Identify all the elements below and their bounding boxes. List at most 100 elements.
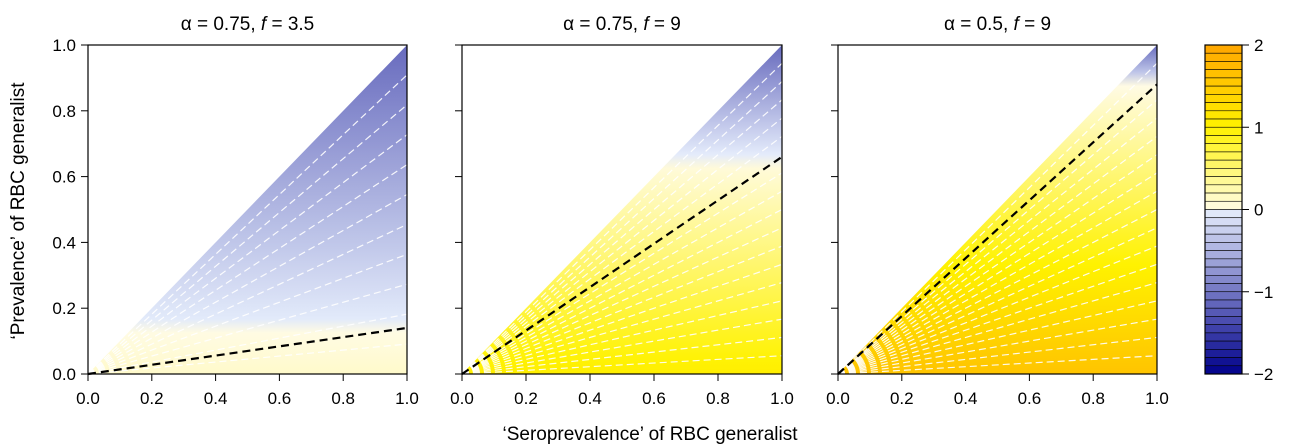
contour-line [462, 172, 782, 374]
contour-line [838, 172, 1157, 374]
colorbar-band [1204, 274, 1243, 284]
contour-line [462, 355, 782, 374]
contour-line [462, 99, 782, 374]
x-tick-label: 0.8 [1081, 389, 1105, 408]
contour-line [838, 208, 1157, 374]
title-alpha: = 0.75, [192, 14, 261, 35]
plot-frame [837, 44, 1158, 375]
colorbar-band [1204, 69, 1243, 79]
contour-line [88, 253, 407, 374]
colorbar: 2 1 0 −2 −1 [1204, 36, 1273, 384]
colorbar-tick-label: −2 [1254, 365, 1273, 384]
colorbar-band [1204, 209, 1243, 219]
colorbar-band [1204, 159, 1243, 169]
title-alpha-sym: α [944, 14, 955, 35]
y-axis-label: ‘Prevalence’ of RBC generalist [8, 82, 29, 340]
contour-line [838, 336, 1157, 374]
colorbar-band [1204, 340, 1243, 350]
contour-line [88, 313, 407, 374]
colorbar-band [1204, 283, 1243, 293]
contour-line [462, 227, 782, 374]
title-alpha-sym: α [181, 14, 192, 35]
x-tick-label: 0.6 [1018, 389, 1042, 408]
title-f-sym: f [643, 14, 650, 35]
contour-line [838, 282, 1157, 374]
zero-contour-line [87, 326, 408, 376]
title-f: = 9 [649, 14, 681, 35]
colorbar-band [1204, 316, 1243, 325]
contour-line [88, 343, 407, 374]
y-tick-label: 0.8 [52, 102, 76, 121]
contour-line [88, 104, 407, 374]
contour-line [462, 81, 782, 374]
colorbar-band [1204, 143, 1243, 153]
heatmap-region [88, 45, 407, 374]
y-tick-label: 0.0 [52, 365, 76, 384]
contour-line [88, 283, 407, 374]
x-tick-label: 0.2 [890, 389, 914, 408]
x-tick-label: 0.0 [450, 389, 474, 408]
colorbar-band [1204, 233, 1243, 243]
plot-frame [461, 44, 783, 375]
contour-lines [88, 74, 407, 374]
x-tick-label: 0.0 [76, 389, 100, 408]
x-tick-label: 1.0 [770, 389, 794, 408]
colorbar-band [1204, 52, 1243, 62]
contour-line [838, 62, 1157, 374]
x-tick-label: 0.4 [578, 389, 602, 408]
colorbar-band [1204, 176, 1243, 186]
colorbar-band [1204, 184, 1243, 194]
contour-line [462, 245, 782, 374]
contour-line [462, 336, 782, 374]
contour-line [462, 190, 782, 374]
colorbar-band [1204, 307, 1243, 317]
colorbar-band [1204, 118, 1243, 128]
colorbar-band [1204, 258, 1243, 268]
title-alpha-sym: α [563, 14, 574, 35]
y-tick-label: 0.4 [52, 233, 76, 252]
contour-line [462, 208, 782, 374]
x-tick-label: 0.2 [514, 389, 538, 408]
contour-line [838, 227, 1157, 374]
x-tick-label: 0.0 [826, 389, 850, 408]
contour-line [88, 164, 407, 374]
colorbar-band [1204, 200, 1243, 210]
colorbar-tick-label: 2 [1254, 36, 1263, 55]
zero-contour-line [837, 83, 1158, 375]
heatmap-region [838, 45, 1157, 374]
contour-line [838, 117, 1157, 374]
contour-line [88, 74, 407, 374]
panel-1: α = 0.75, f = 3.5 0.0 0.2 0.4 0.6 0.8 1.0 0.0 0.… [52, 14, 418, 408]
contour-line [838, 318, 1157, 374]
contour-line [462, 135, 782, 374]
colorbar-band [1204, 250, 1243, 260]
colorbar-band [1204, 357, 1243, 367]
title-alpha: = 0.5, [955, 14, 1014, 35]
panel-title: α = 0.5, f = 9 [944, 14, 1051, 35]
contour-line [838, 99, 1157, 374]
title-alpha: = 0.75, [574, 14, 643, 35]
title-f: = 9 [1019, 14, 1051, 35]
contour-line [462, 282, 782, 374]
x-tick-label: 0.2 [140, 389, 164, 408]
colorbar-tick-label: 1 [1254, 118, 1263, 137]
x-tick-label: 0.4 [204, 389, 228, 408]
contour-line [838, 245, 1157, 374]
contour-line [88, 223, 407, 374]
panel-3: α = 0.5, f = 9 0.0 0.2 0.4 0.6 0.8 1.0 [826, 14, 1169, 408]
colorbar-band [1204, 349, 1243, 358]
x-tick-label: 0.6 [268, 389, 292, 408]
contour-line [88, 134, 407, 374]
panel-title: α = 0.75, f = 9 [563, 14, 681, 35]
contour-lines [838, 62, 1157, 374]
x-tick-label: 0.8 [706, 389, 730, 408]
contour-line [838, 355, 1157, 374]
contour-line [838, 154, 1157, 374]
panel-title: α = 0.75, f = 3.5 [181, 14, 315, 35]
x-tick-label: 0.6 [642, 389, 666, 408]
colorbar-band [1204, 151, 1243, 161]
colorbar-band [1204, 61, 1243, 70]
colorbar-band [1204, 102, 1243, 112]
colorbar-band [1204, 291, 1243, 301]
contour-line [462, 62, 782, 374]
